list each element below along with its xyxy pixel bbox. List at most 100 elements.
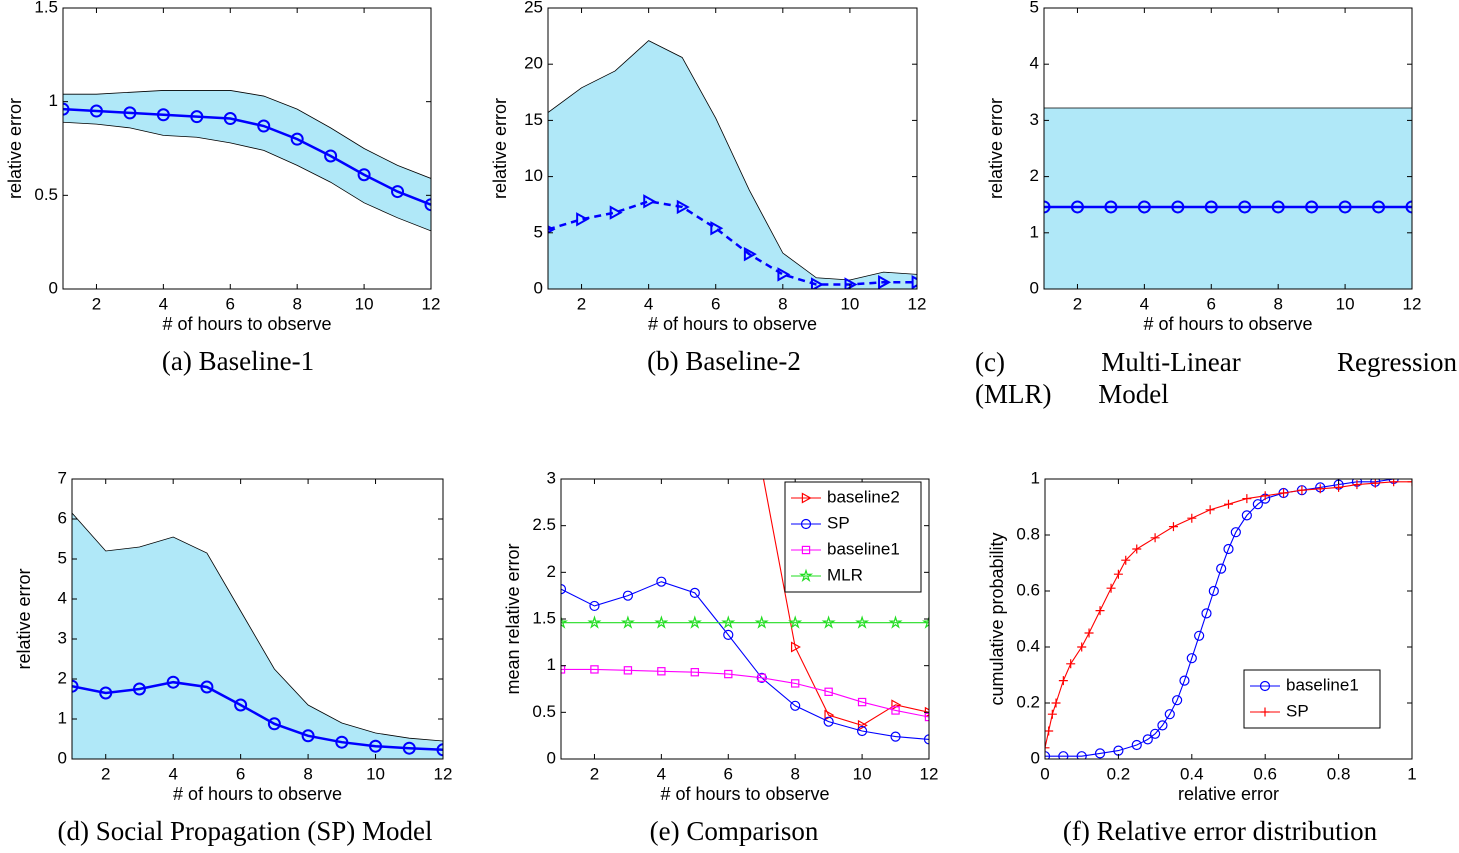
x-tick-label: 10	[366, 764, 385, 783]
y-tick-label: 1	[1030, 222, 1039, 241]
marker	[1242, 494, 1252, 504]
x-axis-label: # of hours to observe	[648, 314, 817, 334]
marker	[801, 545, 811, 555]
marker	[1271, 200, 1285, 214]
marker	[724, 669, 733, 679]
plot-frame	[71, 478, 444, 760]
marker	[424, 198, 431, 212]
marker	[810, 277, 824, 289]
x-tick-label: 4	[1140, 294, 1149, 313]
y-tick-label: 15	[524, 110, 543, 129]
marker	[1194, 630, 1205, 641]
y-tick-label: 0	[547, 748, 556, 767]
marker	[790, 641, 801, 653]
marker	[1044, 200, 1051, 214]
marker	[1259, 680, 1271, 692]
x-tick-label: 12	[434, 764, 453, 783]
y-tick-label: 5	[58, 548, 67, 567]
x-tick-label: 8	[292, 294, 301, 313]
marker	[1187, 513, 1197, 523]
marker	[844, 277, 858, 289]
marker	[1066, 659, 1076, 669]
marker	[1315, 484, 1325, 494]
y-tick-label: 20	[524, 54, 543, 73]
marker	[823, 716, 834, 727]
marker	[888, 615, 903, 629]
marker	[223, 112, 237, 126]
marker	[1230, 527, 1241, 538]
y-tick-label: 0.4	[1016, 636, 1040, 655]
y-axis-label: relative error	[490, 98, 510, 199]
x-tick-label: 12	[422, 294, 441, 313]
y-tick-label: 0.2	[1016, 692, 1040, 711]
x-tick-label: 8	[790, 764, 799, 783]
marker	[890, 731, 901, 742]
x-axis-label: relative error	[1178, 784, 1279, 804]
marker	[369, 739, 383, 753]
marker	[924, 712, 929, 722]
plot-background	[63, 8, 431, 289]
marker	[335, 735, 349, 749]
marker	[1179, 675, 1190, 686]
marker	[1204, 200, 1218, 214]
plot-frame	[547, 7, 918, 290]
plot-area	[1045, 479, 1412, 759]
marker	[1137, 200, 1151, 214]
marker	[290, 132, 304, 146]
marker	[878, 275, 892, 289]
x-tick-label: 4	[168, 764, 177, 783]
x-tick-label: 10	[840, 294, 859, 313]
y-axis-label: cumulative probability	[987, 532, 1007, 705]
marker	[548, 225, 556, 234]
marker	[1223, 543, 1234, 555]
legend-label: baseline1	[827, 539, 900, 558]
error-band	[1044, 108, 1412, 289]
y-tick-label: 1.5	[532, 608, 556, 627]
error-band	[63, 90, 431, 231]
plot-area	[548, 40, 917, 289]
marker	[1405, 200, 1412, 214]
x-tick-label: 2	[1073, 294, 1082, 313]
marker	[790, 679, 800, 688]
y-tick-label: 0	[58, 748, 67, 767]
marker	[656, 576, 667, 587]
y-tick-label: 1	[49, 91, 58, 110]
x-tick-label: 0.4	[1180, 764, 1204, 783]
x-tick-label: 0.8	[1327, 764, 1351, 783]
y-tick-label: 0	[49, 278, 58, 297]
x-tick-label: 6	[711, 294, 720, 313]
marker	[710, 221, 724, 236]
marker	[1149, 728, 1161, 739]
marker	[1106, 583, 1116, 593]
marker	[1164, 709, 1175, 720]
marker	[1131, 739, 1142, 751]
marker	[1241, 510, 1252, 521]
legend-label: SP	[1286, 701, 1309, 720]
legend-label: baseline2	[827, 487, 900, 506]
x-tick-label: 6	[226, 294, 235, 313]
marker	[99, 686, 113, 700]
y-tick-label: 1	[547, 655, 556, 674]
marker	[1084, 628, 1094, 638]
marker	[757, 673, 766, 683]
marker	[561, 584, 567, 595]
y-tick-label: 2	[547, 562, 556, 581]
plot-area	[72, 512, 443, 759]
marker	[1047, 709, 1057, 719]
series-line	[561, 668, 929, 718]
y-tick-label: 0	[1030, 278, 1039, 297]
marker	[156, 108, 170, 122]
marker	[166, 675, 180, 689]
marker	[200, 680, 214, 694]
marker	[1077, 642, 1087, 652]
caption: (d) Social Propagation (SP) Model	[57, 816, 433, 846]
marker	[1279, 488, 1289, 498]
marker	[324, 149, 338, 163]
marker	[1252, 499, 1263, 510]
x-tick-label: 1	[1407, 764, 1416, 783]
y-tick-label: 1.5	[34, 0, 58, 16]
plot-area	[561, 479, 929, 745]
marker	[1224, 499, 1233, 509]
marker	[754, 615, 769, 629]
marker	[1305, 200, 1319, 214]
